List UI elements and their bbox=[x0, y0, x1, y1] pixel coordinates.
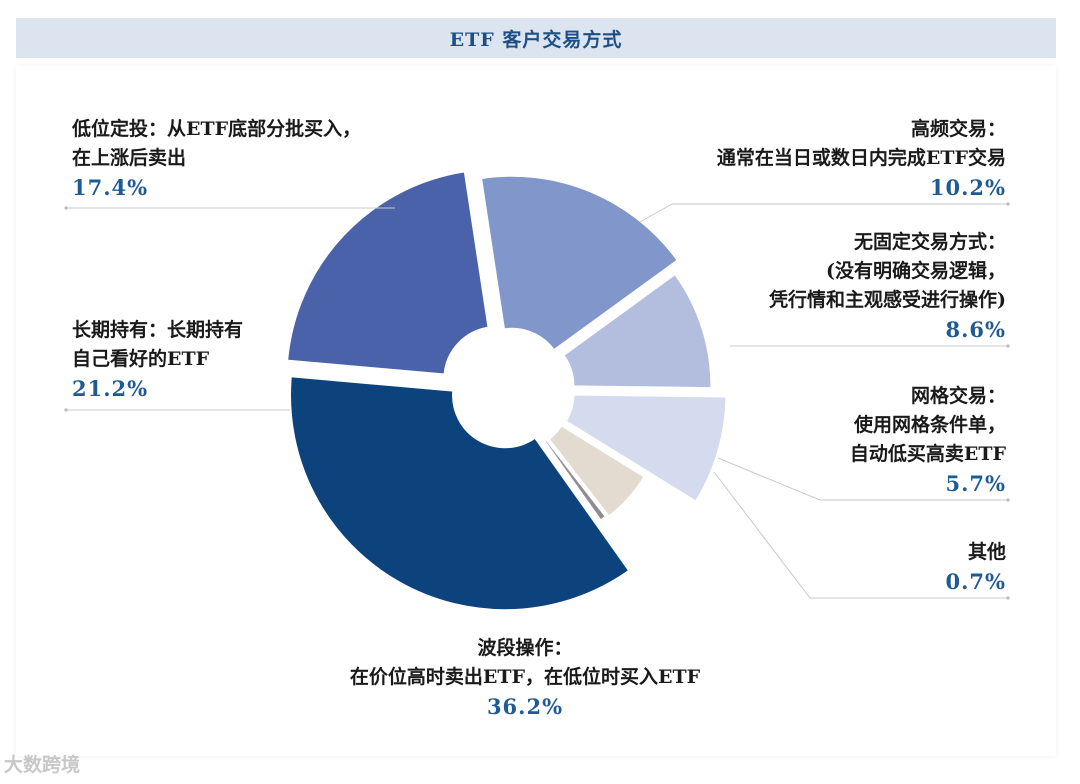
leader-grid bbox=[717, 457, 1008, 501]
leader-low-buy-dot bbox=[64, 206, 68, 210]
label-swing: 波段操作： 在价位高时卖出ETF，在低位时买入ETF 36.2% bbox=[240, 634, 810, 721]
label-no-fixed-pct: 8.6% bbox=[945, 317, 1006, 342]
label-grid-desc2: 自动低买高卖ETF bbox=[849, 443, 1006, 465]
leader-long-hold-dot bbox=[64, 408, 68, 412]
leader-high-freq-dot bbox=[1006, 202, 1010, 206]
leader-grid-dot bbox=[1006, 498, 1010, 502]
label-grid-desc: 使用网格条件单， bbox=[853, 414, 1006, 436]
label-high-freq: 高频交易： 通常在当日或数日内完成ETF交易 10.2% bbox=[717, 115, 1006, 202]
label-other-name: 其他 bbox=[967, 541, 1006, 563]
leader-other bbox=[713, 471, 1008, 599]
watermark-logo: 大数跨境 bbox=[4, 754, 81, 776]
label-high-freq-desc: 通常在当日或数日内完成ETF交易 bbox=[716, 147, 1006, 169]
label-swing-pct: 36.2% bbox=[486, 694, 564, 719]
label-no-fixed-name: 无固定交易方式： bbox=[853, 231, 1006, 253]
label-long-hold: 长期持有：长期持有 自己看好的ETF 21.2% bbox=[72, 316, 243, 403]
slice-high-frequency bbox=[562, 272, 713, 390]
label-long-hold-desc: 自己看好的ETF bbox=[72, 348, 210, 370]
label-swing-name: 波段操作： bbox=[477, 637, 573, 659]
label-no-fixed-desc: (没有明确交易逻辑， bbox=[826, 260, 1006, 282]
slice-grid bbox=[547, 423, 646, 518]
slice-low-buy bbox=[479, 174, 680, 352]
label-grid-pct: 5.7% bbox=[945, 471, 1006, 496]
label-high-freq-name: 高频交易： bbox=[910, 118, 1006, 140]
leader-no-fixed-dot bbox=[1006, 344, 1010, 348]
label-low-buy-name: 低位定投：从ETF底部分批买入， bbox=[72, 118, 362, 140]
label-swing-desc: 在价位高时卖出ETF，在低位时买入ETF bbox=[349, 666, 701, 688]
label-no-fixed-desc2: 凭行情和主观感受进行操作) bbox=[769, 289, 1006, 311]
leader-other-dot bbox=[1006, 596, 1010, 600]
label-high-freq-pct: 10.2% bbox=[929, 175, 1006, 200]
slice-swing bbox=[289, 375, 631, 612]
label-long-hold-pct: 21.2% bbox=[72, 376, 149, 401]
label-no-fixed: 无固定交易方式： (没有明确交易逻辑， 凭行情和主观感受进行操作) 8.6% bbox=[769, 228, 1006, 344]
slice-no-fixed bbox=[564, 393, 728, 503]
label-grid-name: 网格交易： bbox=[910, 385, 1006, 407]
label-grid: 网格交易： 使用网格条件单， 自动低买高卖ETF 5.7% bbox=[850, 382, 1006, 498]
donut-hole bbox=[460, 342, 556, 438]
slice-long-hold bbox=[286, 170, 490, 376]
label-other-pct: 0.7% bbox=[945, 569, 1006, 594]
label-long-hold-name: 长期持有：长期持有 bbox=[72, 319, 244, 341]
label-low-buy-pct: 17.4% bbox=[72, 175, 149, 200]
chart-title: ETF 客户交易方式 bbox=[16, 18, 1056, 58]
label-other: 其他 0.7% bbox=[946, 538, 1007, 596]
label-low-buy: 低位定投：从ETF底部分批买入， 在上涨后卖出 17.4% bbox=[72, 115, 361, 202]
slice-other bbox=[542, 437, 608, 522]
label-low-buy-desc: 在上涨后卖出 bbox=[72, 147, 187, 169]
leader-high-freq bbox=[639, 203, 1008, 223]
